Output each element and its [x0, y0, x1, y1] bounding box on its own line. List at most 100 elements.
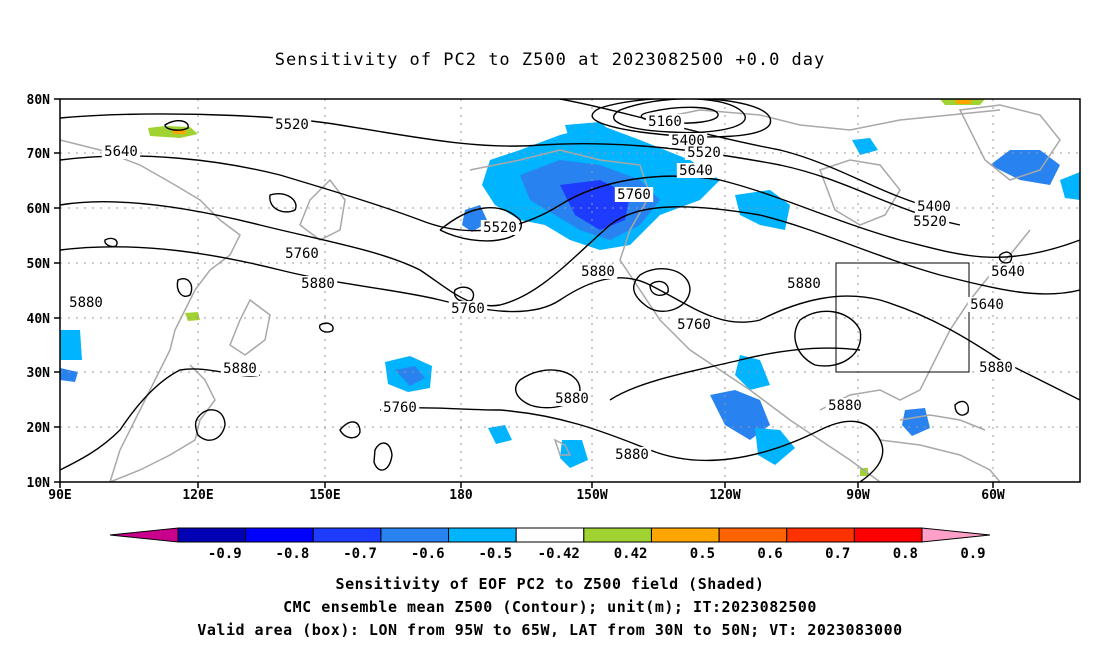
- contour-label: 5760: [383, 400, 417, 416]
- contour-5880-f: [379, 407, 884, 482]
- shade-green-japan: [185, 312, 200, 321]
- contour-label: 5640: [991, 264, 1025, 280]
- contour-label-bg: [910, 214, 950, 229]
- lon-tick-label: 60W: [981, 488, 1005, 503]
- coast-greenland: [958, 104, 1061, 181]
- contour-low-tiny2: [318, 322, 334, 333]
- shade-blue-hawaii: [560, 440, 588, 468]
- lon-tick-label: 90W: [846, 488, 870, 503]
- colorbar-right-arrow: [921, 527, 991, 543]
- contour-5400: [559, 99, 941, 211]
- shade-blue-canada: [735, 190, 790, 230]
- contour-label: 5880: [581, 264, 615, 280]
- contour-label-bg: [645, 114, 685, 129]
- latitude-axis: 80N 70N 60N 50N 40N 30N 20N 10N: [27, 93, 60, 491]
- lat-tick-label: 60N: [27, 202, 51, 217]
- contour-label: 5880: [787, 276, 821, 292]
- contour-label: 5760: [677, 317, 711, 333]
- z500-contours: [60, 99, 1080, 482]
- colorbar-label: 0.6: [757, 546, 782, 562]
- shade-blue-epac: [755, 428, 795, 465]
- contour-5160: [591, 99, 772, 138]
- lat-tick-label: 30N: [27, 366, 51, 381]
- coast-kamchatka: [299, 178, 346, 241]
- map-title: Sensitivity of PC2 to Z500 at 2023082500…: [274, 50, 826, 70]
- contour-label-bg: [298, 276, 338, 291]
- contour-label-bg: [914, 199, 954, 214]
- colorbar-swatch: [312, 527, 382, 543]
- contour-label-bg: [784, 276, 824, 291]
- coast-china: [109, 364, 216, 482]
- contour-label-bg: [220, 361, 260, 376]
- contour-label: 5640: [679, 163, 713, 179]
- lat-tick-label: 80N: [27, 93, 51, 108]
- contour-label-bg: [282, 246, 322, 261]
- sensitivity-shading: [60, 99, 1080, 476]
- colorbar-label: -0.6: [411, 546, 445, 562]
- contour-label: 5760: [451, 301, 485, 317]
- shade-green-mx: [860, 468, 868, 476]
- contour-label-bg: [448, 301, 488, 316]
- shade-blue-hudson: [852, 138, 878, 155]
- contour-label: 5400: [917, 199, 951, 215]
- contour-label-bg: [612, 447, 652, 462]
- contour-label-bg: [552, 391, 592, 406]
- contour-5760-a: [60, 201, 1080, 307]
- contour-label: 5880: [615, 447, 649, 463]
- contour-low-kam: [269, 193, 297, 213]
- colorbar-label: -0.5: [478, 546, 512, 562]
- contour-label-bg: [380, 400, 420, 415]
- contour-high-epac: [633, 267, 691, 313]
- contour-label: 5640: [970, 297, 1004, 313]
- shade-orange-gl: [955, 100, 972, 104]
- contour-polar-low: [612, 99, 746, 134]
- caption-valid-area: Valid area (box): LON from 95W to 65W, L…: [197, 621, 903, 639]
- lat-tick-label: 10N: [27, 476, 51, 491]
- contour-label: 5520: [483, 220, 517, 236]
- coast-nwna: [619, 229, 881, 482]
- contour-5880-c: [339, 421, 361, 439]
- lon-tick-label: 90E: [48, 488, 71, 503]
- colorbar-swatch: [650, 527, 720, 543]
- caption-contour: CMC ensemble mean Z500 (Contour); unit(m…: [283, 598, 817, 616]
- contour-label-bg: [825, 398, 865, 413]
- contour-label-bg: [967, 297, 1007, 312]
- coastlines: [60, 104, 1061, 482]
- contour-low-npac: [453, 286, 475, 303]
- lon-tick-label: 120E: [182, 488, 213, 503]
- contour-label: 5520: [913, 214, 947, 230]
- colorbar-label: 0.42: [614, 546, 648, 562]
- lon-tick-label: 180: [449, 488, 473, 503]
- contour-label-bg: [480, 220, 520, 235]
- contour-low-kam2: [164, 120, 189, 131]
- shade-blue-carib: [902, 408, 930, 436]
- contour-high-epac-inner: [649, 280, 669, 297]
- colorbar-label: -0.9: [208, 546, 242, 562]
- coast-samerica: [879, 439, 1001, 482]
- shade-blue-cpac-core: [395, 366, 425, 386]
- shade-blue-wpac2: [60, 368, 78, 382]
- colorbar-label: -0.42: [538, 546, 580, 562]
- colorbar-label: 0.7: [825, 546, 850, 562]
- lat-tick-label: 40N: [27, 312, 51, 327]
- shade-blue-baja: [735, 355, 770, 390]
- lat-tick-label: 20N: [27, 421, 51, 436]
- coast-japan: [229, 298, 271, 356]
- contour-label-bg: [101, 144, 141, 159]
- colorbar-swatch: [245, 527, 314, 543]
- contour-label: 5880: [979, 360, 1013, 376]
- shade-blue-mexico: [710, 390, 770, 440]
- contour-high-us: [794, 310, 862, 367]
- coast-asia-east: [60, 139, 241, 482]
- lon-tick-label: 120W: [709, 488, 740, 503]
- colorbar-label: 0.5: [690, 546, 715, 562]
- contour-label: 5760: [617, 187, 651, 203]
- lat-tick-label: 70N: [27, 147, 51, 162]
- lon-tick-label: 150W: [576, 488, 607, 503]
- contour-low-atl: [954, 400, 970, 416]
- shade-blue-wpac: [60, 330, 82, 360]
- plot-frame: [59, 98, 1081, 483]
- contour-label: 5520: [275, 117, 309, 133]
- contour-5880-b: [60, 368, 261, 471]
